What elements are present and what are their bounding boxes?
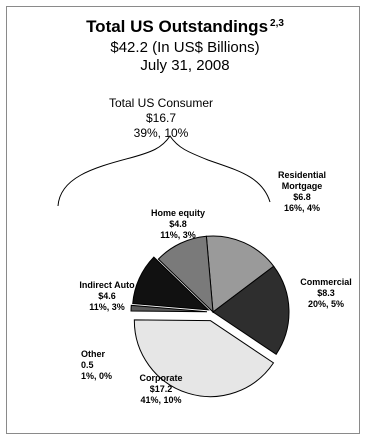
chart-subtitle-date: July 31, 2008 — [140, 57, 230, 74]
slice-label-corporate: Corporate $17.2 41%, 10% — [139, 373, 182, 405]
pie-slice-other — [130, 304, 208, 313]
pie-slice-home-equity — [157, 235, 214, 314]
pie-slice-corporate — [133, 319, 275, 398]
slice-label-residential-mortgage: Residential Mortgage $6.8 16%, 4% — [278, 170, 326, 213]
consumer-bracket — [57, 135, 271, 207]
slice-label-indirect-auto: Indirect Auto $4.6 11%, 3% — [79, 280, 135, 312]
chart-subtitle-amount: $42.2 (In US$ Billions) — [110, 39, 260, 56]
consumer-group-value: $16.7 — [145, 111, 177, 125]
consumer-group-label: Total US Consumer — [108, 96, 214, 110]
consumer-group-pct: 39%, 10% — [133, 126, 189, 140]
title-footnote: 2,3 — [270, 18, 284, 29]
pie-slice-commercial — [212, 265, 290, 355]
slice-label-other: Other 0.5 1%, 0% — [81, 349, 112, 381]
pie-slice-indirect-auto — [132, 256, 210, 311]
slice-label-home-equity: Home equity $4.8 11%, 3% — [151, 208, 205, 240]
pie-slice-residential-mortgage — [205, 235, 275, 313]
chart-title: Total US Outstandings 2,3 — [86, 17, 284, 36]
slice-label-commercial: Commercial $8.3 20%, 5% — [300, 277, 352, 309]
